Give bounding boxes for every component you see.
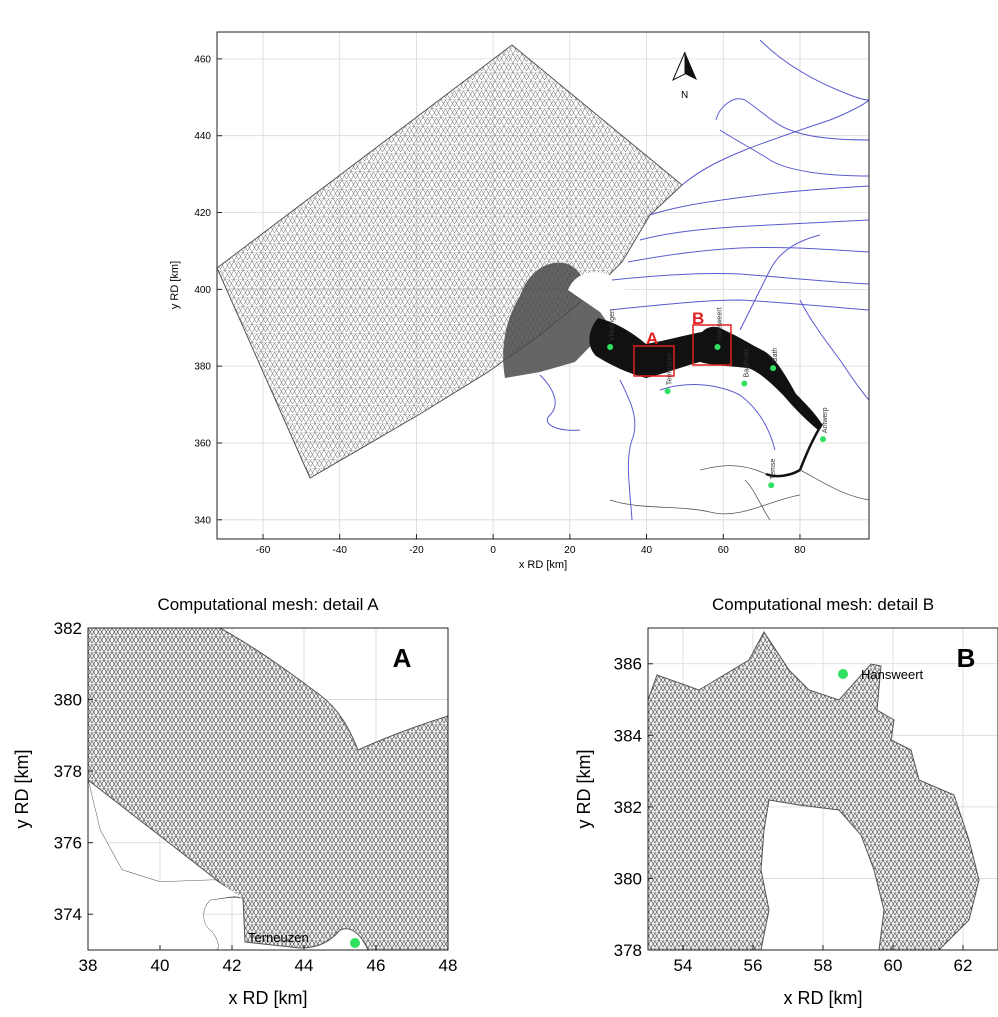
detail-a-y-tick-label: 382	[54, 619, 82, 638]
box-label-a: A	[646, 329, 658, 348]
terneuzen-label: Terneuzen	[248, 930, 309, 945]
station-marker-temse[interactable]	[768, 482, 775, 489]
detail-a-y-tick-label: 380	[54, 691, 82, 710]
main-map-x-tick-label: 80	[794, 545, 806, 556]
detail-b-x-tick-label: 58	[814, 956, 833, 975]
station-marker-baalhoek[interactable]	[741, 380, 748, 387]
box-label-b: B	[692, 309, 704, 328]
detail-a-ticks: 38 40 42 44 46 48 374 376 378 380 382	[54, 619, 458, 975]
terneuzen-station-marker[interactable]	[350, 938, 360, 948]
main-map-y-tick-label: 380	[194, 362, 211, 373]
station-label-terneuzen: Terneuzen	[667, 352, 674, 385]
main-map-x-tick-label: -20	[409, 545, 424, 556]
detail-box-a[interactable]	[633, 345, 675, 377]
detail-b-x-axis-label: x RD [km]	[784, 988, 863, 1008]
main-map-y-tick-label: 460	[194, 54, 211, 65]
hansweert-station-marker[interactable]	[838, 669, 848, 679]
detail-b-title: Computational mesh: detail B	[712, 595, 934, 614]
station-label-vlissingen: Vlissingen	[609, 309, 616, 341]
detail-a-map: Computational mesh: detail A Terneuzen A…	[12, 595, 458, 1008]
estuary-mesh	[589, 318, 822, 430]
detail-a-x-tick-label: 48	[439, 956, 458, 975]
detail-b-y-axis-label: y RD [km]	[574, 750, 594, 829]
station-marker-terneuzen[interactable]	[664, 388, 671, 395]
land-boundaries	[609, 465, 869, 521]
detail-a-x-tick-label: 44	[295, 956, 314, 975]
station-markers: Vlissingen Terneuzen Hansweert Bath Baalhoek…	[607, 307, 829, 489]
detail-a-x-tick-label: 38	[79, 956, 98, 975]
station-label-bath: Bath	[772, 348, 779, 363]
detail-a-land-gap	[88, 780, 243, 950]
station-marker-antwerp[interactable]	[819, 436, 826, 443]
detail-a-title: Computational mesh: detail A	[157, 595, 379, 614]
detail-b-mesh	[648, 631, 980, 950]
main-map-y-tick-label: 420	[194, 208, 211, 219]
detail-b-y-tick-label: 380	[614, 869, 642, 888]
main-map-x-tick-label: 40	[641, 545, 653, 556]
station-marker-hansweert[interactable]	[714, 343, 721, 350]
land-notch	[568, 272, 629, 314]
main-map-x-tick-label: -40	[333, 545, 348, 556]
main-map-y-tick-label: 360	[194, 438, 211, 449]
detail-box-b[interactable]	[692, 324, 732, 366]
detail-a-y-axis-label: y RD [km]	[12, 750, 32, 829]
detail-a-x-tick-label: 42	[223, 956, 242, 975]
station-marker-bath[interactable]	[770, 365, 777, 372]
detail-b-x-tick-label: 56	[744, 956, 763, 975]
detail-b-x-tick-label: 62	[954, 956, 973, 975]
main-map-x-tick-label: 20	[564, 545, 576, 556]
overview-ticks: -60 -40 -20 0 20 40 60 80 340 360 380 400 420 440 460	[194, 54, 806, 556]
detail-b-x-tick-label: 60	[884, 956, 903, 975]
overview-axes-frame	[216, 31, 870, 540]
detail-b-ticks: 54 56 58 60 62 378 380 382 384 386	[614, 655, 973, 975]
detail-a-y-tick-label: 378	[54, 762, 82, 781]
detail-a-y-tick-label: 376	[54, 834, 82, 853]
station-label-antwerp: Antwerp	[822, 407, 829, 433]
detail-b-y-tick-label: 386	[614, 655, 642, 674]
detail-a-x-tick-label: 46	[367, 956, 386, 975]
station-label-hansweert: Hansweert	[717, 307, 724, 341]
overview-x-axis-label: x RD [km]	[519, 559, 567, 571]
main-map-x-tick-label: -60	[256, 545, 271, 556]
detail-a-badge: A	[393, 643, 412, 673]
north-arrow-icon	[672, 51, 697, 82]
detail-b-y-tick-label: 382	[614, 798, 642, 817]
detail-a-x-tick-label: 40	[151, 956, 170, 975]
station-label-baalhoek: Baalhoek	[743, 348, 750, 378]
main-map-x-tick-label: 0	[490, 545, 496, 556]
main-map-y-tick-label: 440	[194, 131, 211, 142]
hansweert-label: Hansweert	[861, 667, 924, 682]
detail-a-y-tick-label: 374	[54, 905, 82, 924]
detail-b-y-tick-label: 378	[614, 941, 642, 960]
overview-y-axis-label: y RD [km]	[169, 261, 181, 309]
main-map-y-tick-label: 400	[194, 285, 211, 296]
overview-map-panel: Vlissingen Terneuzen Hansweert Bath Baalhoek…	[169, 31, 870, 571]
detail-a-panel: Computational mesh: detail A Terneuzen A…	[0, 580, 499, 1012]
detail-b-badge: B	[957, 643, 976, 673]
north-label: N	[681, 90, 688, 101]
main-map-x-tick-label: 60	[718, 545, 730, 556]
detail-b-map: Computational mesh: detail B Hansweert B…	[574, 595, 998, 1008]
station-label-temse: Temse	[770, 459, 777, 480]
coastlines	[539, 39, 869, 521]
detail-b-x-tick-label: 54	[674, 956, 693, 975]
main-map-y-tick-label: 340	[194, 515, 211, 526]
detail-b-y-tick-label: 384	[614, 726, 642, 745]
overview-map: Vlissingen Terneuzen Hansweert Bath Baalhoek…	[169, 31, 870, 571]
detail-a-axes-frame	[87, 627, 449, 951]
detail-a-x-axis-label: x RD [km]	[229, 988, 308, 1008]
sea-mesh	[217, 44, 683, 479]
detail-b-panel: Computational mesh: detail B Hansweert B…	[499, 580, 998, 1012]
station-marker-vlissingen[interactable]	[607, 343, 614, 350]
